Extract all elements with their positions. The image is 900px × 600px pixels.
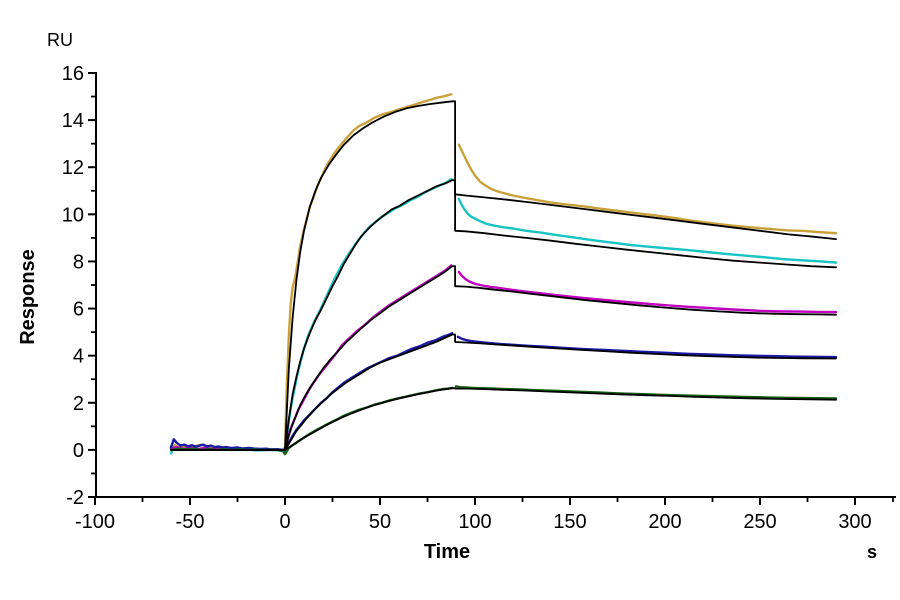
series-fit-curve-4 [170,333,837,451]
curve-segment [169,386,454,456]
x-tick-label: -100 [75,511,115,533]
y-axis-unit-label: RU [47,30,73,50]
axes-layer: -2 0 2 4 6 8 10 12 14 16 -100 -50 0 50 100 150 200 250 300 [62,63,896,533]
y-tick-label: 0 [73,440,84,462]
curve-segment [457,143,838,235]
curve-segment [170,387,837,451]
x-tick-label: 300 [838,511,871,533]
series-layer [169,92,838,456]
series-data-curve-4-navy [169,332,838,452]
series-data-curve-2-cyan [169,177,838,455]
x-tick-label: 150 [553,511,586,533]
curve-segment [457,197,838,264]
series-data-curve-5-dark-green [169,385,838,456]
y-tick-label: 4 [73,346,84,368]
y-tick-label: 16 [62,63,84,85]
y-tick-label: 2 [73,393,84,415]
y-tick-label: 12 [62,157,84,179]
y-tick-label: 10 [62,204,84,226]
curve-segment [170,333,837,451]
x-tick-label: 0 [279,511,290,533]
series-fit-curve-5 [170,387,837,451]
y-axis-title: Response [17,249,39,345]
x-tick-label: -50 [176,511,205,533]
curve-segment [457,270,838,314]
y-tick-label: 8 [73,251,84,273]
y-tick-label: -2 [66,487,84,509]
curve-segment [170,100,837,451]
x-tick-label: 100 [458,511,491,533]
series-fit-curve-1 [170,100,837,451]
x-tick-label: 200 [648,511,681,533]
x-tick-label: 250 [743,511,776,533]
series-fit-curve-2 [170,179,837,451]
curve-segment [170,179,837,451]
x-axis-title: Time [424,541,470,563]
series-fit-curve-3 [170,265,837,451]
x-axis-unit-label: s [867,542,877,562]
y-tick-label: 6 [73,299,84,321]
x-tick-label: 50 [369,511,391,533]
y-tick-label: 14 [62,110,84,132]
curve-segment [454,385,838,400]
curve-segment [170,265,837,451]
curve-segment [456,335,838,359]
